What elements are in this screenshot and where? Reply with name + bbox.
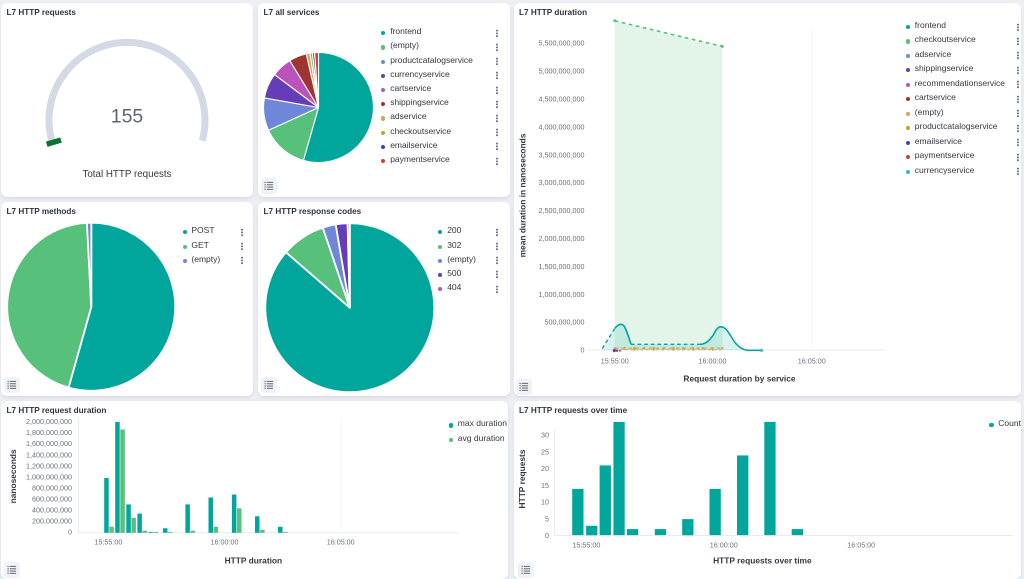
svg-text:4,000,000,000: 4,000,000,000 xyxy=(538,122,584,131)
svg-text:0: 0 xyxy=(580,346,584,355)
svg-text:600,000,000: 600,000,000 xyxy=(32,494,72,503)
svg-text:10: 10 xyxy=(541,498,549,507)
svg-text:15:55:00: 15:55:00 xyxy=(600,357,628,366)
svg-text:4,500,000,000: 4,500,000,000 xyxy=(538,95,584,104)
svg-text:3,500,000,000: 3,500,000,000 xyxy=(538,150,584,159)
svg-text:200,000,000: 200,000,000 xyxy=(32,516,72,525)
svg-text:5,500,000,000: 5,500,000,000 xyxy=(538,39,584,48)
svg-text:30: 30 xyxy=(541,431,549,440)
svg-text:3,000,000,000: 3,000,000,000 xyxy=(538,178,584,187)
svg-text:1,000,000,000: 1,000,000,000 xyxy=(26,472,72,481)
svg-text:155: 155 xyxy=(111,106,144,128)
svg-text:1,600,000,000: 1,600,000,000 xyxy=(26,439,72,448)
svg-text:16:05:00: 16:05:00 xyxy=(797,357,825,366)
svg-text:5: 5 xyxy=(545,514,549,523)
svg-text:mean duration in nanoseconds: mean duration in nanoseconds xyxy=(517,133,527,257)
svg-text:16:00:00: 16:00:00 xyxy=(709,541,737,550)
svg-text:15:55:00: 15:55:00 xyxy=(572,541,600,550)
svg-text:1,200,000,000: 1,200,000,000 xyxy=(26,461,72,470)
svg-text:Total HTTP requests: Total HTTP requests xyxy=(82,169,171,180)
svg-text:1,400,000,000: 1,400,000,000 xyxy=(26,450,72,459)
svg-text:HTTP requests: HTTP requests xyxy=(517,449,527,508)
svg-text:16:00:00: 16:00:00 xyxy=(211,538,239,547)
svg-text:2,000,000,000: 2,000,000,000 xyxy=(538,234,584,243)
svg-text:20: 20 xyxy=(541,464,549,473)
svg-text:500,000,000: 500,000,000 xyxy=(544,318,584,327)
svg-text:2,500,000,000: 2,500,000,000 xyxy=(538,206,584,215)
svg-text:HTTP requests over time: HTTP requests over time xyxy=(713,556,812,566)
svg-text:15:55:00: 15:55:00 xyxy=(94,538,122,547)
svg-text:0: 0 xyxy=(545,531,549,540)
svg-text:400,000,000: 400,000,000 xyxy=(32,505,72,514)
svg-text:16:05:00: 16:05:00 xyxy=(327,538,355,547)
svg-text:2,000,000,000: 2,000,000,000 xyxy=(26,417,72,426)
svg-text:0: 0 xyxy=(68,527,72,536)
svg-text:HTTP duration: HTTP duration xyxy=(225,556,283,566)
svg-text:800,000,000: 800,000,000 xyxy=(32,483,72,492)
svg-text:25: 25 xyxy=(541,447,549,456)
svg-text:nanoseconds: nanoseconds xyxy=(8,449,18,503)
svg-text:1,000,000,000: 1,000,000,000 xyxy=(538,290,584,299)
svg-text:1,800,000,000: 1,800,000,000 xyxy=(26,428,72,437)
svg-text:5,000,000,000: 5,000,000,000 xyxy=(538,67,584,76)
svg-text:15: 15 xyxy=(541,481,549,490)
svg-text:16:00:00: 16:00:00 xyxy=(698,357,726,366)
svg-text:Request duration by service: Request duration by service xyxy=(683,374,796,384)
svg-text:1,500,000,000: 1,500,000,000 xyxy=(538,262,584,271)
svg-text:16:05:00: 16:05:00 xyxy=(847,541,875,550)
